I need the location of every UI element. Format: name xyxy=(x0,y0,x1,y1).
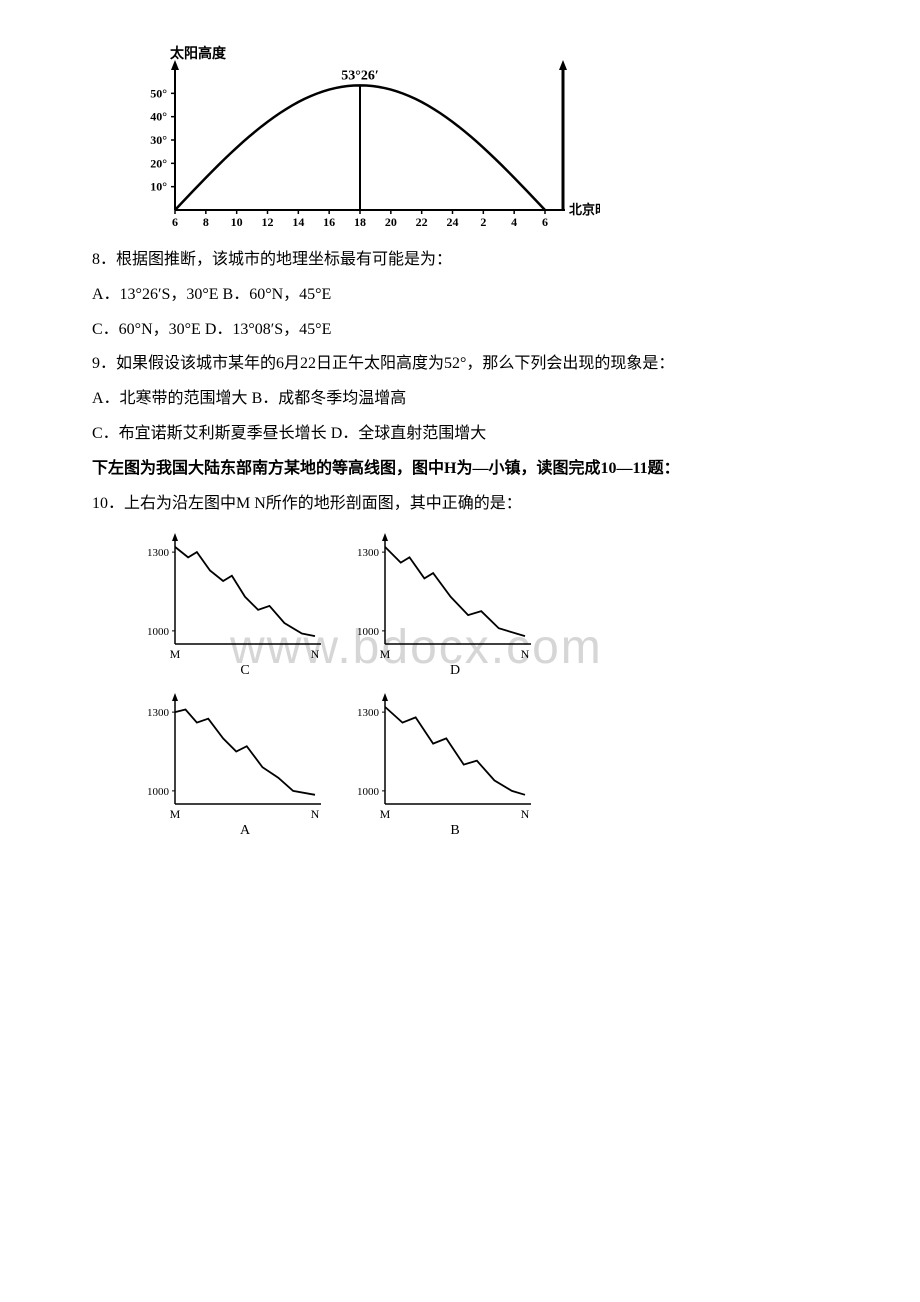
svg-text:50°: 50° xyxy=(150,86,167,100)
svg-text:1300: 1300 xyxy=(357,548,380,560)
svg-text:6: 6 xyxy=(172,215,178,229)
svg-text:1300: 1300 xyxy=(357,708,380,720)
svg-text:N: N xyxy=(521,647,530,661)
svg-text:4: 4 xyxy=(511,215,517,229)
svg-text:22: 22 xyxy=(416,215,428,229)
profile-row-1: 1000 1300 M N C 1000 1300 M N D xyxy=(140,524,860,674)
svg-text:24: 24 xyxy=(447,215,459,229)
svg-text:北京时间（时）: 北京时间（时） xyxy=(569,202,600,217)
svg-text:1300: 1300 xyxy=(147,708,170,720)
svg-text:B: B xyxy=(450,823,459,834)
profile-A-svg: 1000 1300 M N A xyxy=(140,684,330,834)
profile-C: 1000 1300 M N C xyxy=(140,524,330,674)
svg-text:1000: 1000 xyxy=(147,626,170,638)
svg-text:20: 20 xyxy=(385,215,397,229)
svg-text:20°: 20° xyxy=(150,156,167,170)
svg-text:M: M xyxy=(380,807,391,821)
q8-optC: C．60°N，30°E xyxy=(92,321,201,338)
svg-text:M: M xyxy=(170,807,181,821)
svg-text:12: 12 xyxy=(262,215,274,229)
svg-text:A: A xyxy=(240,823,251,834)
q8-stem: 8．根据图推断，该城市的地理坐标最有可能是为： xyxy=(60,246,860,275)
profile-row-2: 1000 1300 M N A 1000 1300 M N B xyxy=(140,684,860,834)
svg-text:N: N xyxy=(311,807,320,821)
q8-optA: A．13°26′S，30°E xyxy=(92,286,219,303)
q9-optD: D．全球直射范围增大 xyxy=(331,425,487,442)
q8-line1: A．13°26′S，30°E B．60°N，45°E xyxy=(60,281,860,310)
q9-optA: A．北寒带的范围增大 xyxy=(92,390,248,407)
svg-text:1000: 1000 xyxy=(357,786,380,798)
svg-text:10: 10 xyxy=(231,215,243,229)
q9-optB: B．成都冬季均温增高 xyxy=(252,390,407,407)
q9-optC: C．布宜诺斯艾利斯夏季昼长增长 xyxy=(92,425,327,442)
profile-D: 1000 1300 M N D xyxy=(350,524,540,674)
svg-text:N: N xyxy=(311,647,320,661)
svg-text:N: N xyxy=(521,807,530,821)
svg-text:53°26′: 53°26′ xyxy=(341,68,379,83)
solar-altitude-chart: 10°20°30°40°50°68101214161820222424653°2… xyxy=(120,40,860,240)
svg-text:10°: 10° xyxy=(150,180,167,194)
svg-text:C: C xyxy=(240,663,249,674)
svg-text:16: 16 xyxy=(323,215,335,229)
svg-text:6: 6 xyxy=(542,215,548,229)
svg-text:30°: 30° xyxy=(150,133,167,147)
svg-text:8: 8 xyxy=(203,215,209,229)
q9-stem: 9．如果假设该城市某年的6月22日正午太阳高度为52°，那么下列会出现的现象是： xyxy=(60,350,860,379)
profile-B: 1000 1300 M N B xyxy=(350,684,540,834)
q9-line2: C．布宜诺斯艾利斯夏季昼长增长 D．全球直射范围增大 xyxy=(60,420,860,449)
q9-line1: A．北寒带的范围增大 B．成都冬季均温增高 xyxy=(60,385,860,414)
intro2: 下左图为我国大陆东部南方某地的等高线图，图中H为—小镇，读图完成10—11题： xyxy=(60,455,860,484)
svg-text:M: M xyxy=(380,647,391,661)
svg-text:2: 2 xyxy=(480,215,486,229)
profile-C-svg: 1000 1300 M N C xyxy=(140,524,330,674)
svg-text:40°: 40° xyxy=(150,110,167,124)
svg-text:D: D xyxy=(450,663,460,674)
q10-stem: 10．上右为沿左图中M N所作的地形剖面图，其中正确的是： xyxy=(60,490,860,519)
svg-text:1000: 1000 xyxy=(357,626,380,638)
page-content: 10°20°30°40°50°68101214161820222424653°2… xyxy=(60,40,860,834)
svg-text:M: M xyxy=(170,647,181,661)
svg-text:14: 14 xyxy=(292,215,304,229)
svg-text:太阳高度: 太阳高度 xyxy=(170,45,227,62)
q8-line2: C．60°N，30°E D．13°08′S，45°E xyxy=(60,316,860,345)
svg-text:1300: 1300 xyxy=(147,548,170,560)
q8-optD: D．13°08′S，45°E xyxy=(205,321,332,338)
profile-D-svg: 1000 1300 M N D xyxy=(350,524,540,674)
profile-B-svg: 1000 1300 M N B xyxy=(350,684,540,834)
chart1-svg: 10°20°30°40°50°68101214161820222424653°2… xyxy=(120,40,600,240)
svg-text:18: 18 xyxy=(354,215,366,229)
profile-A: 1000 1300 M N A xyxy=(140,684,330,834)
svg-text:1000: 1000 xyxy=(147,786,170,798)
q8-optB: B．60°N，45°E xyxy=(223,286,332,303)
